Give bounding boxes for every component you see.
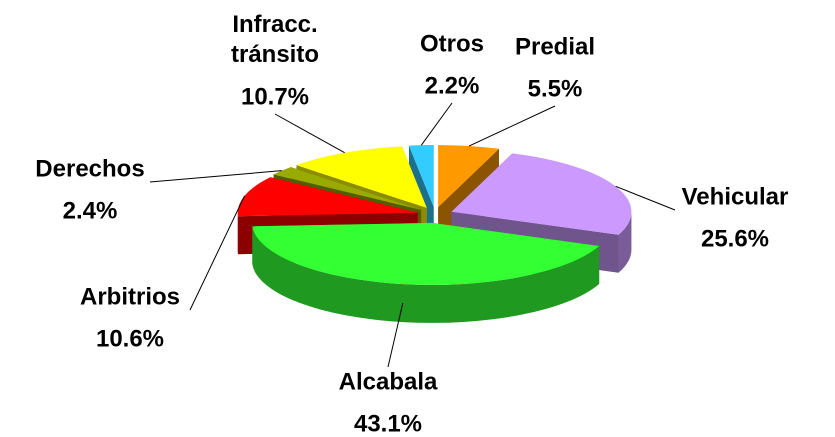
leader-line [274,113,345,154]
slice [296,146,427,208]
slice [252,222,600,285]
slice-label: Infracc. tránsito [231,11,319,68]
value-label: 2.4% [63,197,118,224]
slice-side [618,211,632,273]
slice-label: Derechos [35,155,144,182]
slice-label: Alcabala [339,368,438,395]
leader-line [468,105,556,147]
value-label: 2.2% [425,72,480,99]
value-label: 10.7% [241,83,309,110]
slice-label: Otros [420,30,484,57]
leader-line [387,302,404,368]
slice-label: Vehicular [682,183,789,210]
slice-label: Arbitrios [80,283,180,310]
slice [273,167,422,210]
slice-side [252,226,600,323]
leader-line [615,185,676,211]
leader-line [189,195,246,311]
leader-line [149,170,282,183]
value-label: 43.1% [354,410,422,437]
value-label: 25.6% [701,225,769,252]
leader-line [420,102,453,146]
slice [408,145,434,208]
value-label: 10.6% [96,325,164,352]
slice [438,145,500,208]
slice [237,177,418,217]
slice-group [252,222,600,323]
value-label: 5.5% [528,75,583,102]
slice [451,153,632,235]
slice-label: Predial [515,33,595,60]
